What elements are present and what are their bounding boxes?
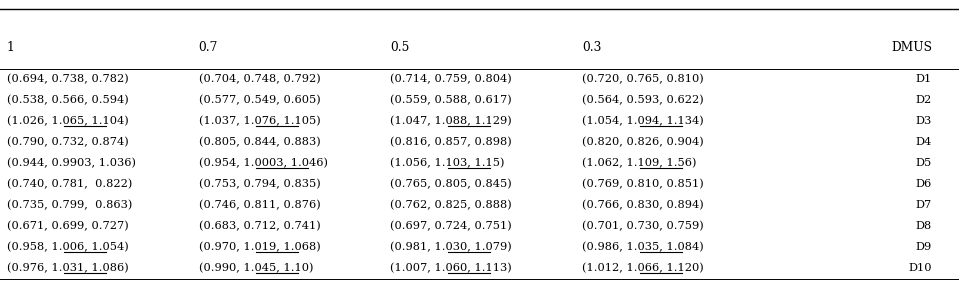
Text: (0.986, 1.035, 1.084): (0.986, 1.035, 1.084): [582, 242, 704, 253]
Text: (1.012, 1.066, 1.120): (1.012, 1.066, 1.120): [582, 263, 704, 273]
Text: (0.701, 0.730, 0.759): (0.701, 0.730, 0.759): [582, 221, 704, 231]
Text: (0.958, 1.006, 1.054): (0.958, 1.006, 1.054): [7, 242, 129, 253]
Text: D3: D3: [916, 116, 932, 126]
Text: (0.816, 0.857, 0.898): (0.816, 0.857, 0.898): [390, 137, 512, 147]
Text: (0.538, 0.566, 0.594): (0.538, 0.566, 0.594): [7, 95, 129, 105]
Text: (0.762, 0.825, 0.888): (0.762, 0.825, 0.888): [390, 200, 512, 210]
Text: (1.026, 1.065, 1.104): (1.026, 1.065, 1.104): [7, 116, 129, 126]
Text: (0.990, 1.045, 1.10): (0.990, 1.045, 1.10): [199, 263, 313, 273]
Text: (0.559, 0.588, 0.617): (0.559, 0.588, 0.617): [390, 95, 512, 105]
Text: (0.714, 0.759, 0.804): (0.714, 0.759, 0.804): [390, 74, 512, 84]
Text: (0.944, 0.9903, 1.036): (0.944, 0.9903, 1.036): [7, 158, 136, 168]
Text: DMUS: DMUS: [891, 41, 932, 54]
Text: (1.007, 1.060, 1.113): (1.007, 1.060, 1.113): [390, 263, 512, 273]
Text: (0.981, 1.030, 1.079): (0.981, 1.030, 1.079): [390, 242, 512, 253]
Text: (0.735, 0.799,  0.863): (0.735, 0.799, 0.863): [7, 200, 132, 210]
Text: 0.7: 0.7: [199, 41, 218, 54]
Text: 1: 1: [7, 41, 14, 54]
Text: (0.820, 0.826, 0.904): (0.820, 0.826, 0.904): [582, 137, 704, 147]
Text: (0.564, 0.593, 0.622): (0.564, 0.593, 0.622): [582, 95, 704, 105]
Text: (1.062, 1.109, 1.56): (1.062, 1.109, 1.56): [582, 158, 696, 168]
Text: (0.954, 1.0003, 1.046): (0.954, 1.0003, 1.046): [199, 158, 328, 168]
Text: (1.056, 1.103, 1.15): (1.056, 1.103, 1.15): [390, 158, 504, 168]
Text: (0.704, 0.748, 0.792): (0.704, 0.748, 0.792): [199, 74, 320, 84]
Text: D4: D4: [916, 137, 932, 147]
Text: D10: D10: [908, 263, 932, 273]
Text: D5: D5: [916, 158, 932, 168]
Text: D1: D1: [916, 74, 932, 84]
Text: (0.805, 0.844, 0.883): (0.805, 0.844, 0.883): [199, 137, 320, 147]
Text: (1.047, 1.088, 1.129): (1.047, 1.088, 1.129): [390, 116, 512, 126]
Text: (1.037, 1.076, 1.105): (1.037, 1.076, 1.105): [199, 116, 320, 126]
Text: D6: D6: [916, 179, 932, 189]
Text: D9: D9: [916, 242, 932, 252]
Text: (1.054, 1.094, 1.134): (1.054, 1.094, 1.134): [582, 116, 704, 126]
Text: (0.671, 0.699, 0.727): (0.671, 0.699, 0.727): [7, 221, 129, 231]
Text: (0.790, 0.732, 0.874): (0.790, 0.732, 0.874): [7, 137, 129, 147]
Text: 0.5: 0.5: [390, 41, 409, 54]
Text: (0.970, 1.019, 1.068): (0.970, 1.019, 1.068): [199, 242, 320, 253]
Text: (0.697, 0.724, 0.751): (0.697, 0.724, 0.751): [390, 221, 512, 231]
Text: (0.577, 0.549, 0.605): (0.577, 0.549, 0.605): [199, 95, 320, 105]
Text: D2: D2: [916, 95, 932, 105]
Text: (0.746, 0.811, 0.876): (0.746, 0.811, 0.876): [199, 200, 320, 210]
Text: D8: D8: [916, 221, 932, 231]
Text: (0.765, 0.805, 0.845): (0.765, 0.805, 0.845): [390, 179, 512, 189]
Text: (0.976, 1.031, 1.086): (0.976, 1.031, 1.086): [7, 263, 129, 273]
Text: (0.769, 0.810, 0.851): (0.769, 0.810, 0.851): [582, 179, 704, 189]
Text: (0.720, 0.765, 0.810): (0.720, 0.765, 0.810): [582, 74, 704, 84]
Text: (0.683, 0.712, 0.741): (0.683, 0.712, 0.741): [199, 221, 320, 231]
Text: (0.753, 0.794, 0.835): (0.753, 0.794, 0.835): [199, 179, 320, 189]
Text: (0.694, 0.738, 0.782): (0.694, 0.738, 0.782): [7, 74, 129, 84]
Text: (0.766, 0.830, 0.894): (0.766, 0.830, 0.894): [582, 200, 704, 210]
Text: 0.3: 0.3: [582, 41, 601, 54]
Text: D7: D7: [916, 200, 932, 210]
Text: (0.740, 0.781,  0.822): (0.740, 0.781, 0.822): [7, 179, 132, 189]
